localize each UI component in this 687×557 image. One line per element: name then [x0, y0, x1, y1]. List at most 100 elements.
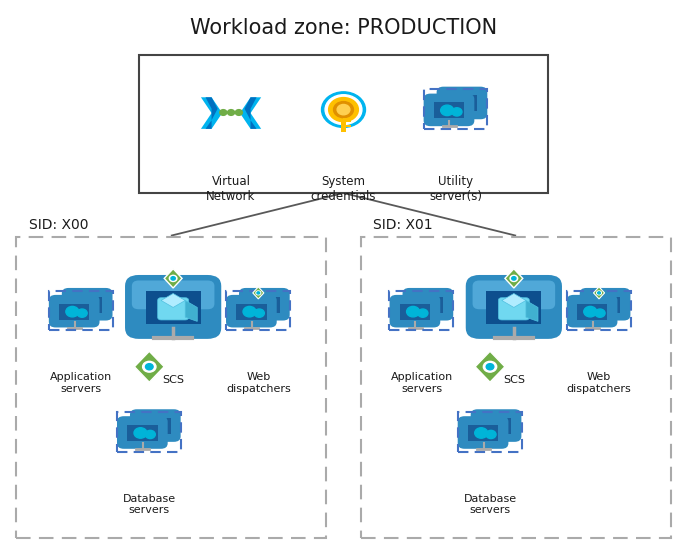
Text: Web
dispatchers: Web dispatchers	[567, 372, 631, 394]
FancyBboxPatch shape	[486, 291, 541, 324]
Polygon shape	[240, 97, 261, 129]
FancyBboxPatch shape	[140, 418, 170, 434]
Circle shape	[486, 364, 494, 370]
Circle shape	[512, 277, 516, 280]
Circle shape	[486, 431, 496, 438]
Circle shape	[328, 97, 359, 121]
Circle shape	[145, 431, 155, 438]
Polygon shape	[161, 294, 185, 307]
Bar	[458, 412, 521, 452]
Text: SID: X00: SID: X00	[29, 218, 88, 232]
FancyBboxPatch shape	[424, 94, 474, 126]
Bar	[139, 55, 548, 193]
Circle shape	[337, 105, 350, 115]
Bar	[390, 291, 453, 330]
FancyBboxPatch shape	[433, 102, 464, 118]
Circle shape	[595, 309, 605, 317]
Bar	[226, 291, 290, 330]
Circle shape	[452, 108, 462, 116]
FancyBboxPatch shape	[473, 281, 555, 309]
FancyBboxPatch shape	[589, 297, 620, 312]
FancyBboxPatch shape	[130, 409, 181, 442]
FancyBboxPatch shape	[390, 295, 440, 328]
FancyBboxPatch shape	[447, 95, 477, 111]
Polygon shape	[205, 97, 218, 129]
Polygon shape	[526, 300, 538, 321]
FancyBboxPatch shape	[498, 297, 530, 320]
Text: Workload zone: PRODUCTION: Workload zone: PRODUCTION	[190, 18, 497, 37]
FancyBboxPatch shape	[239, 288, 290, 320]
Circle shape	[418, 309, 428, 317]
FancyBboxPatch shape	[437, 87, 487, 119]
Text: Application
servers: Application servers	[391, 372, 453, 394]
Text: Database
servers: Database servers	[464, 494, 517, 515]
Text: Web
dispatchers: Web dispatchers	[226, 372, 291, 394]
FancyBboxPatch shape	[236, 304, 267, 320]
Bar	[344, 125, 351, 128]
FancyBboxPatch shape	[468, 425, 498, 441]
Circle shape	[598, 292, 600, 294]
Polygon shape	[164, 268, 182, 288]
Circle shape	[66, 306, 79, 317]
Circle shape	[134, 428, 147, 438]
Circle shape	[334, 101, 353, 118]
FancyBboxPatch shape	[72, 297, 102, 312]
Bar	[341, 121, 346, 131]
Polygon shape	[475, 351, 505, 382]
FancyBboxPatch shape	[125, 275, 221, 339]
Text: SID: X01: SID: X01	[373, 218, 432, 232]
FancyBboxPatch shape	[146, 291, 201, 324]
Circle shape	[256, 291, 260, 295]
Circle shape	[475, 428, 488, 438]
Circle shape	[597, 291, 601, 295]
FancyBboxPatch shape	[249, 297, 280, 312]
FancyBboxPatch shape	[226, 295, 277, 328]
Polygon shape	[502, 294, 526, 307]
FancyBboxPatch shape	[49, 295, 100, 328]
Bar	[567, 291, 631, 330]
FancyBboxPatch shape	[62, 288, 113, 320]
FancyBboxPatch shape	[117, 416, 168, 449]
Circle shape	[257, 292, 260, 294]
Circle shape	[325, 95, 362, 125]
Polygon shape	[594, 287, 605, 299]
Polygon shape	[135, 351, 164, 382]
Bar	[16, 237, 326, 538]
FancyBboxPatch shape	[567, 295, 618, 328]
Bar	[344, 118, 351, 121]
FancyBboxPatch shape	[580, 288, 631, 320]
Circle shape	[143, 361, 156, 372]
Circle shape	[322, 92, 365, 128]
FancyBboxPatch shape	[400, 304, 430, 320]
Circle shape	[227, 110, 234, 115]
FancyBboxPatch shape	[466, 275, 562, 339]
Text: Application
servers: Application servers	[50, 372, 112, 394]
Bar	[49, 291, 113, 330]
Circle shape	[510, 275, 518, 281]
Text: Virtual
Network: Virtual Network	[206, 175, 256, 203]
FancyBboxPatch shape	[157, 297, 189, 320]
FancyBboxPatch shape	[481, 418, 511, 434]
Circle shape	[169, 275, 177, 281]
Bar	[117, 412, 181, 452]
Circle shape	[407, 306, 420, 317]
Polygon shape	[253, 287, 264, 299]
Polygon shape	[201, 97, 222, 129]
Circle shape	[254, 309, 264, 317]
Circle shape	[77, 309, 87, 317]
Text: System
credentials: System credentials	[311, 175, 376, 203]
FancyBboxPatch shape	[413, 297, 443, 312]
FancyBboxPatch shape	[59, 304, 89, 320]
Text: Database
servers: Database servers	[123, 494, 176, 515]
FancyBboxPatch shape	[132, 281, 214, 309]
FancyBboxPatch shape	[403, 288, 453, 320]
Circle shape	[236, 110, 243, 115]
Circle shape	[484, 361, 497, 372]
Circle shape	[243, 306, 256, 317]
Bar	[423, 89, 488, 129]
Circle shape	[584, 306, 597, 317]
FancyBboxPatch shape	[577, 304, 607, 320]
Polygon shape	[505, 268, 523, 288]
Circle shape	[171, 277, 175, 280]
Bar	[361, 237, 671, 538]
